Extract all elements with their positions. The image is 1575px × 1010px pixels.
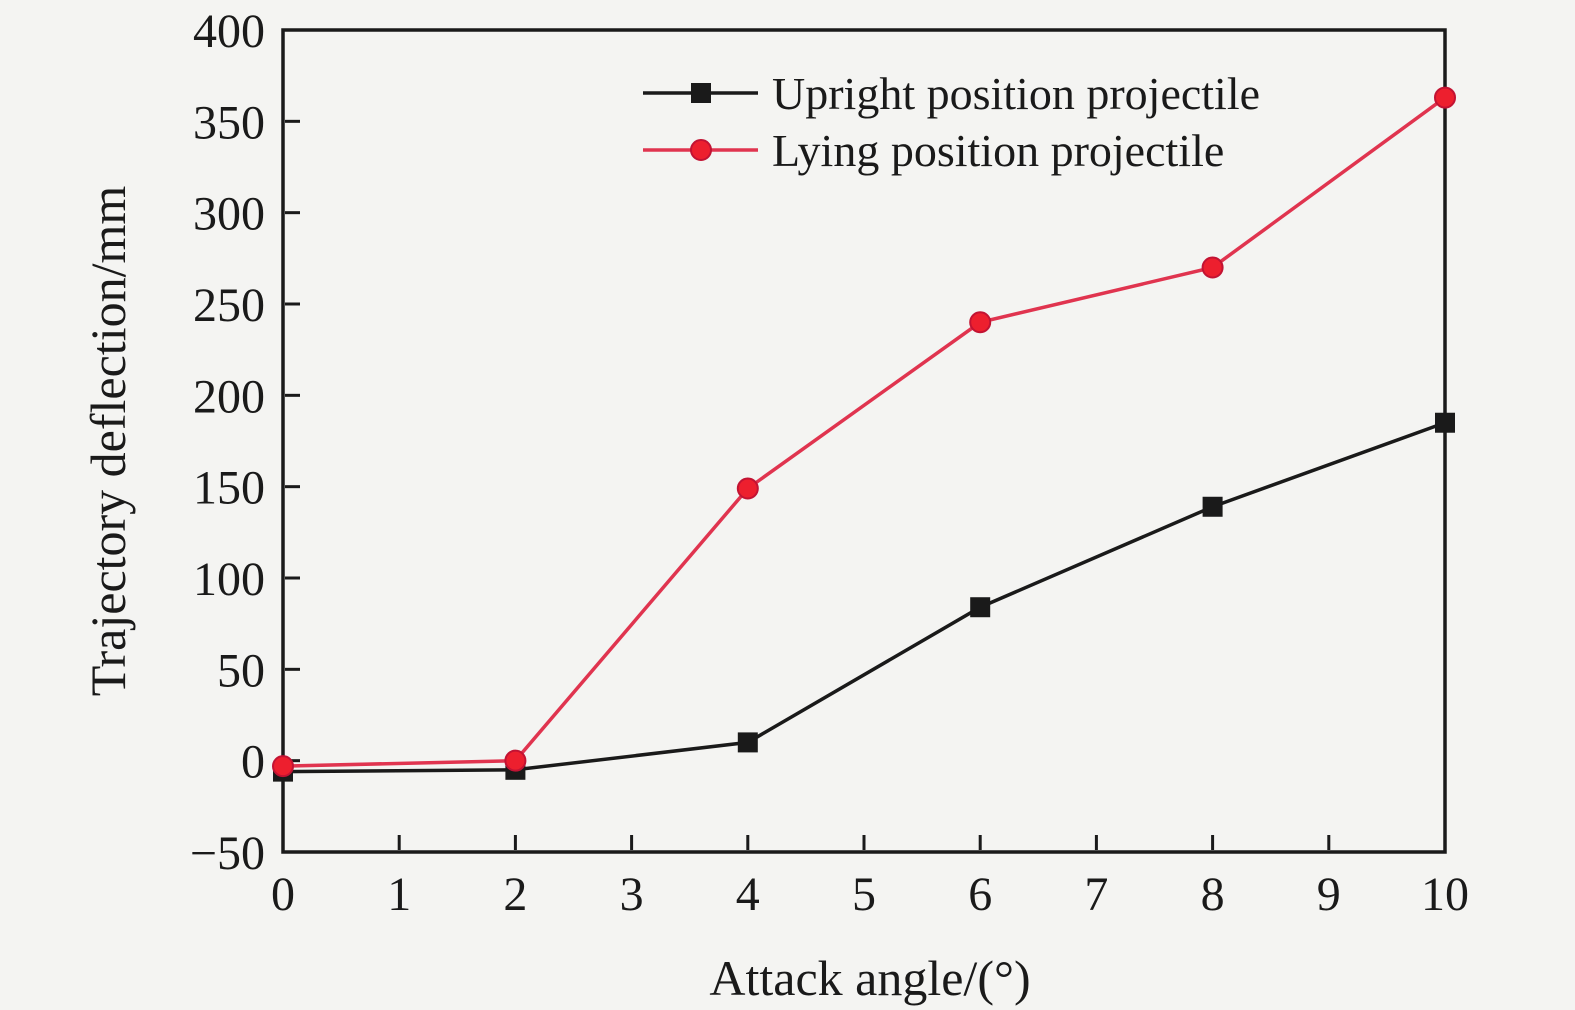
x-tick-label: 1: [387, 868, 411, 921]
data-point-circle-marker: [969, 311, 992, 334]
data-point-square-marker: [1202, 496, 1223, 517]
series-line-0: [282, 421, 1446, 774]
data-point-square-marker: [970, 597, 991, 618]
legend-lying-label: Lying position projectile: [772, 125, 1224, 176]
plot-area: [281, 28, 1447, 854]
x-tick-label: 4: [736, 868, 760, 921]
plot-series: [272, 86, 1456, 782]
x-axis-ticks: 0 1 2 3 4 5 6 7 8 9 10: [271, 835, 1469, 921]
y-tick-label: 0: [241, 736, 265, 789]
y-tick-label: 250: [193, 279, 265, 332]
x-tick-label: 8: [1201, 868, 1225, 921]
y-axis-ticks: −50 0 50 100 150 200 250 300 350 400: [190, 5, 300, 880]
y-tick-label: 200: [193, 370, 265, 423]
data-point-circle-marker: [736, 477, 759, 500]
data-point-circle-marker: [272, 755, 294, 778]
y-tick-label: 100: [193, 553, 265, 606]
legend-square-marker-icon: [691, 83, 711, 103]
x-tick-label: 7: [1084, 868, 1108, 921]
series-line-1: [282, 96, 1447, 768]
x-tick-label: 3: [620, 868, 644, 921]
y-tick-label: 50: [217, 644, 265, 697]
legend-circle-marker-icon: [690, 139, 712, 161]
legend: Upright position projectile Lying positi…: [643, 68, 1260, 176]
legend-upright-label: Upright position projectile: [772, 68, 1260, 119]
x-tick-label: 0: [271, 868, 295, 921]
data-point-square-marker: [737, 732, 758, 753]
x-tick-label: 2: [503, 868, 527, 921]
data-point-circle-marker: [504, 749, 527, 772]
y-tick-label: 400: [193, 5, 265, 58]
data-point-circle-marker: [1201, 256, 1224, 279]
y-tick-label: −50: [190, 827, 265, 880]
y-tick-label: 150: [193, 462, 265, 515]
x-tick-label: 6: [968, 868, 992, 921]
x-axis-title: Attack angle/(°): [709, 950, 1030, 1006]
legend-item-upright: Upright position projectile: [643, 68, 1260, 119]
legend-item-lying: Lying position projectile: [643, 125, 1224, 176]
data-point-square-marker: [1435, 412, 1455, 433]
y-tick-label: 300: [193, 188, 265, 241]
x-tick-label: 9: [1317, 868, 1341, 921]
data-point-circle-marker: [1434, 86, 1456, 109]
y-tick-label: 350: [193, 96, 265, 149]
x-tick-label: 10: [1421, 868, 1469, 921]
y-axis-title: Trajectory deflection/mm: [80, 186, 136, 697]
x-tick-label: 5: [852, 868, 876, 921]
